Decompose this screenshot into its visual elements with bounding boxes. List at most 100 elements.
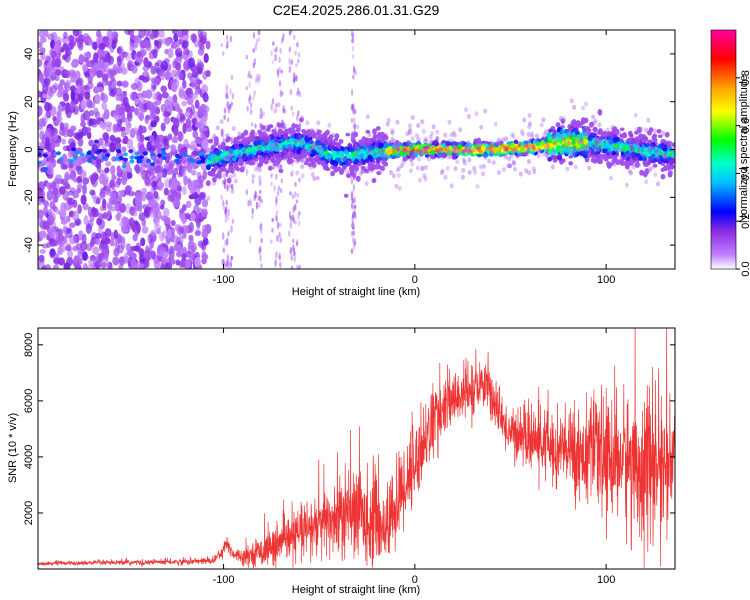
heatmap-cell — [295, 199, 299, 204]
heatmap-cell — [580, 146, 585, 151]
heatmap-cell — [181, 167, 187, 179]
heatmap-cell — [227, 208, 230, 217]
heatmap-cell — [670, 164, 675, 170]
heatmap-cell — [72, 30, 80, 37]
heatmap-cell — [190, 140, 196, 150]
heatmap-cell — [579, 133, 584, 139]
heatmap-cell — [298, 220, 301, 226]
heatmap-cell — [226, 184, 229, 192]
heatmap-cell — [159, 264, 167, 269]
heatmap-cell — [230, 255, 234, 261]
heatmap-cell — [49, 248, 56, 257]
heatmap-cell — [607, 139, 612, 145]
heatmap-cell — [116, 177, 122, 186]
heatmap-cell — [201, 84, 209, 95]
heatmap-cell — [82, 184, 87, 195]
heatmap-cell — [395, 119, 400, 125]
heatmap-cell — [61, 154, 68, 166]
heatmap-cell — [245, 54, 248, 60]
heatmap-cell — [121, 146, 127, 153]
heatmap-cell — [181, 204, 187, 212]
heatmap-cell — [561, 116, 566, 122]
heatmap-cell — [260, 222, 263, 227]
heatmap-cell — [443, 174, 448, 180]
heatmap-cell — [137, 107, 144, 118]
heatmap-cell — [624, 163, 630, 169]
heatmap-cell — [410, 142, 415, 148]
heatmap-cell — [122, 96, 129, 107]
heatmap-cell — [83, 57, 89, 63]
heatmap-cell — [226, 167, 231, 173]
heatmap-cell — [75, 165, 82, 171]
heatmap-cell — [187, 57, 196, 69]
heatmap-cell — [105, 80, 113, 87]
heatmap-cell — [230, 188, 235, 194]
heatmap-cell — [157, 153, 162, 158]
heatmap-cell — [630, 147, 635, 153]
heatmap-cell — [190, 104, 196, 115]
heatmap-cell — [254, 77, 258, 84]
heatmap-cell — [354, 211, 357, 220]
heatmap-cell — [252, 61, 255, 69]
heatmap-cell — [620, 147, 625, 153]
heatmap-cell — [445, 165, 450, 171]
heatmap-cell — [264, 154, 269, 160]
heatmap-cell — [343, 156, 348, 162]
heatmap-cell — [191, 71, 199, 79]
heatmap-cell — [646, 117, 651, 123]
heatmap-cell — [351, 198, 354, 204]
heatmap-cell — [105, 124, 112, 133]
heatmap-cell — [148, 199, 154, 206]
heatmap-cell — [123, 157, 128, 162]
heatmap-cell — [251, 136, 255, 142]
heatmap-cell — [276, 68, 280, 76]
heatmap-cell — [119, 221, 125, 227]
heatmap-cell — [120, 131, 127, 138]
heatmap-cell — [178, 226, 185, 234]
heatmap-cell — [55, 117, 61, 124]
heatmap-cell — [225, 84, 228, 92]
heatmap-cell — [224, 178, 227, 184]
heatmap-cell — [133, 245, 140, 252]
heatmap-cell — [460, 174, 465, 180]
heatmap-cell — [260, 113, 263, 120]
heatmap-cell — [245, 189, 248, 196]
heatmap-cell — [182, 185, 187, 196]
heatmap-cell — [557, 152, 562, 158]
heatmap-cell — [52, 264, 60, 269]
heatmap-cell — [539, 122, 544, 128]
heatmap-cell — [346, 160, 351, 165]
heatmap-cell — [221, 141, 226, 148]
heatmap-cell — [62, 126, 70, 138]
heatmap-cell — [82, 251, 88, 261]
heatmap-cell — [148, 209, 156, 218]
heatmap-cell — [485, 145, 490, 151]
heatmap-cell — [100, 261, 108, 269]
heatmap-cell — [294, 50, 297, 56]
heatmap-cell — [154, 77, 160, 86]
heatmap-cell — [90, 118, 97, 126]
heatmap-cell — [280, 69, 283, 74]
heatmap-cell — [597, 122, 602, 128]
heatmap-cell — [189, 212, 196, 221]
heatmap-cell — [264, 140, 269, 146]
heatmap-cell — [111, 31, 118, 39]
heatmap-cell — [481, 171, 486, 177]
heatmap-cell — [651, 137, 656, 143]
heatmap-cell — [350, 230, 354, 237]
heatmap-cell — [143, 39, 151, 49]
heatmap-cell — [259, 189, 262, 194]
heatmap-cell — [138, 75, 145, 81]
heatmap-cell — [127, 111, 133, 122]
heatmap-cell — [345, 132, 351, 137]
heatmap-cell — [637, 135, 642, 141]
heatmap-cell — [631, 164, 636, 170]
heatmap-cell — [39, 248, 46, 255]
heatmap-cell — [276, 234, 279, 242]
heatmap-cell — [315, 175, 320, 181]
heatmap-cell — [46, 189, 54, 201]
heatmap-cell — [101, 198, 107, 209]
heatmap-cell — [80, 194, 87, 205]
heatmap-cell — [149, 112, 156, 122]
heatmap-cell — [410, 161, 415, 167]
